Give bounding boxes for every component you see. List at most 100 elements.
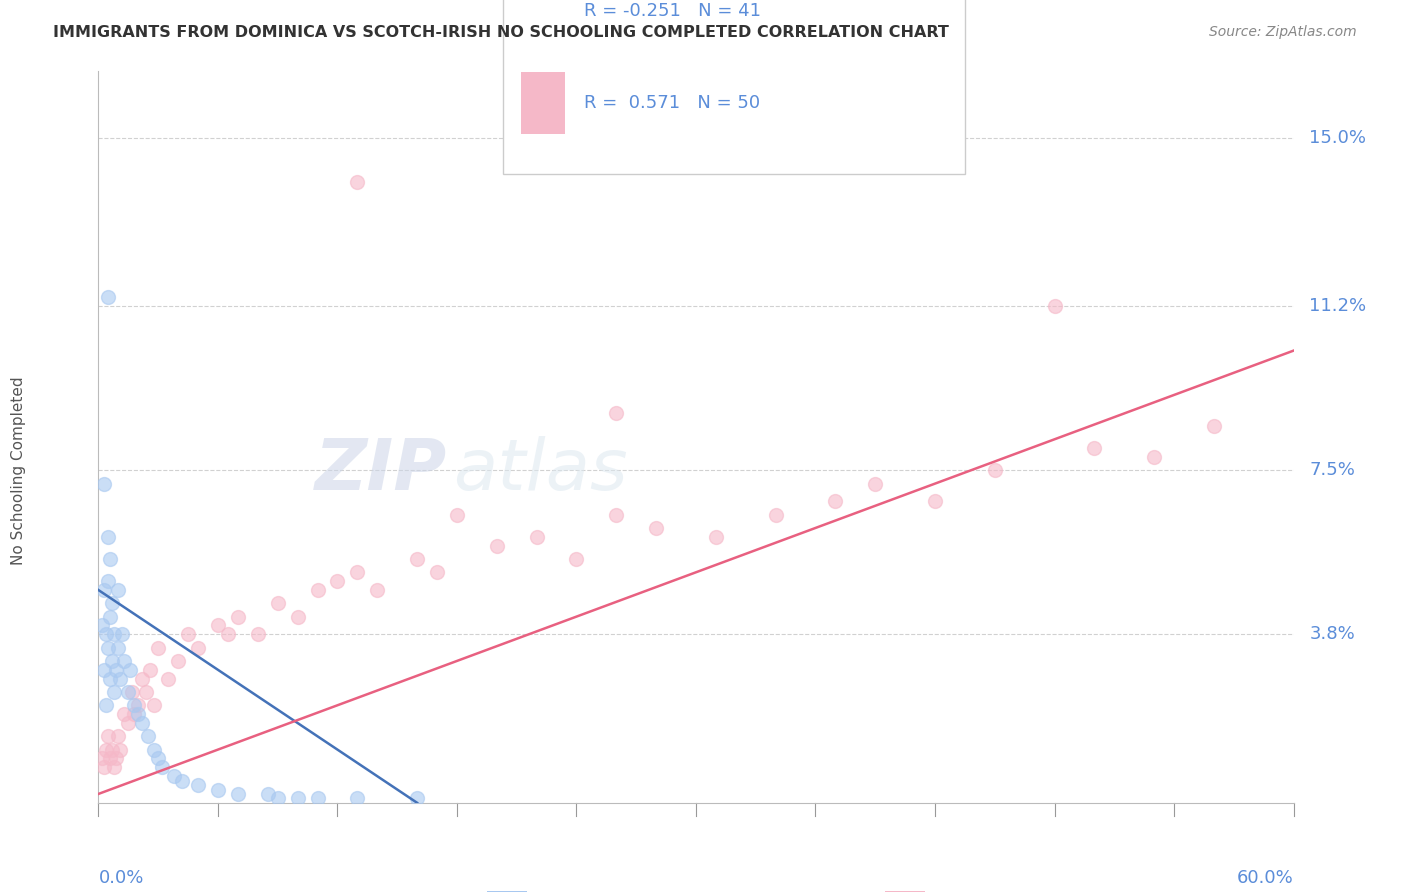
Text: 3.8%: 3.8%: [1309, 625, 1355, 643]
Point: [131, 716, 153, 731]
Point: [246, 627, 269, 641]
Text: 0.0%: 0.0%: [98, 870, 143, 888]
Point: [98, 751, 122, 765]
Point: [117, 685, 139, 699]
Point: [824, 494, 846, 508]
Point: [924, 494, 946, 508]
Point: [105, 663, 128, 677]
Point: [157, 672, 180, 686]
Text: atlas: atlas: [453, 436, 627, 505]
Bar: [520, 0, 565, 42]
Bar: [520, 71, 565, 134]
Point: [526, 530, 548, 544]
Point: [98, 609, 122, 624]
Point: [1202, 419, 1225, 434]
Text: Source: ZipAtlas.com: Source: ZipAtlas.com: [1209, 25, 1357, 39]
Point: [96, 698, 118, 713]
Point: [148, 751, 170, 765]
Point: [93, 663, 115, 677]
Text: R =  0.571   N = 50: R = 0.571 N = 50: [585, 94, 761, 112]
Point: [765, 508, 787, 522]
Point: [267, 791, 290, 805]
Point: [97, 530, 120, 544]
Point: [346, 791, 368, 805]
Point: [226, 787, 249, 801]
Point: [645, 521, 668, 535]
Point: [426, 566, 449, 580]
Point: [101, 742, 124, 756]
Point: [150, 760, 173, 774]
Point: [148, 640, 170, 655]
Point: [124, 698, 146, 713]
Point: [96, 742, 118, 756]
Point: [287, 791, 309, 805]
Point: [172, 773, 194, 788]
Point: [103, 760, 125, 774]
Point: [143, 698, 166, 713]
Text: No Schooling Completed: No Schooling Completed: [11, 376, 27, 565]
Point: [112, 707, 135, 722]
Point: [565, 552, 588, 566]
Point: [605, 508, 627, 522]
Point: [127, 707, 149, 722]
Point: [1083, 441, 1105, 455]
Point: [110, 742, 132, 756]
Point: [187, 778, 209, 792]
Point: [101, 654, 124, 668]
Point: [127, 698, 149, 713]
Point: [704, 530, 727, 544]
Point: [187, 640, 209, 655]
Point: [111, 627, 134, 641]
Point: [143, 742, 166, 756]
Point: [406, 552, 429, 566]
Point: [97, 574, 120, 589]
Text: 11.2%: 11.2%: [1309, 297, 1367, 315]
Point: [103, 627, 125, 641]
Point: [207, 782, 229, 797]
Point: [366, 582, 388, 597]
Point: [446, 508, 468, 522]
Point: [101, 596, 124, 610]
Text: R = -0.251   N = 41: R = -0.251 N = 41: [585, 2, 762, 21]
Point: [139, 663, 162, 677]
Point: [124, 707, 146, 722]
Point: [117, 716, 139, 731]
Point: [97, 729, 120, 743]
Point: [135, 685, 157, 699]
Point: [107, 729, 129, 743]
Point: [105, 751, 128, 765]
Text: ZIP: ZIP: [315, 436, 447, 505]
Text: 15.0%: 15.0%: [1309, 128, 1367, 147]
Point: [406, 791, 429, 805]
Point: [97, 290, 120, 304]
Point: [103, 685, 125, 699]
Point: [256, 787, 278, 801]
Text: 7.5%: 7.5%: [1309, 461, 1355, 479]
Point: [93, 476, 115, 491]
Point: [307, 791, 329, 805]
Point: [346, 566, 368, 580]
Point: [346, 175, 368, 189]
Point: [226, 609, 249, 624]
Point: [96, 627, 118, 641]
Point: [112, 654, 135, 668]
Point: [326, 574, 349, 589]
Text: IMMIGRANTS FROM DOMINICA VS SCOTCH-IRISH NO SCHOOLING COMPLETED CORRELATION CHAR: IMMIGRANTS FROM DOMINICA VS SCOTCH-IRISH…: [53, 25, 949, 40]
FancyBboxPatch shape: [503, 0, 965, 174]
Text: 60.0%: 60.0%: [1237, 870, 1294, 888]
Point: [865, 476, 887, 491]
Point: [485, 539, 508, 553]
Point: [1043, 299, 1066, 313]
Point: [97, 640, 120, 655]
Point: [167, 654, 190, 668]
Point: [131, 672, 153, 686]
Point: [163, 769, 186, 783]
Point: [98, 552, 122, 566]
Point: [1143, 450, 1166, 464]
Point: [207, 618, 229, 632]
Point: [177, 627, 200, 641]
Point: [136, 729, 159, 743]
Point: [91, 618, 114, 632]
Point: [93, 760, 115, 774]
Point: [120, 663, 142, 677]
